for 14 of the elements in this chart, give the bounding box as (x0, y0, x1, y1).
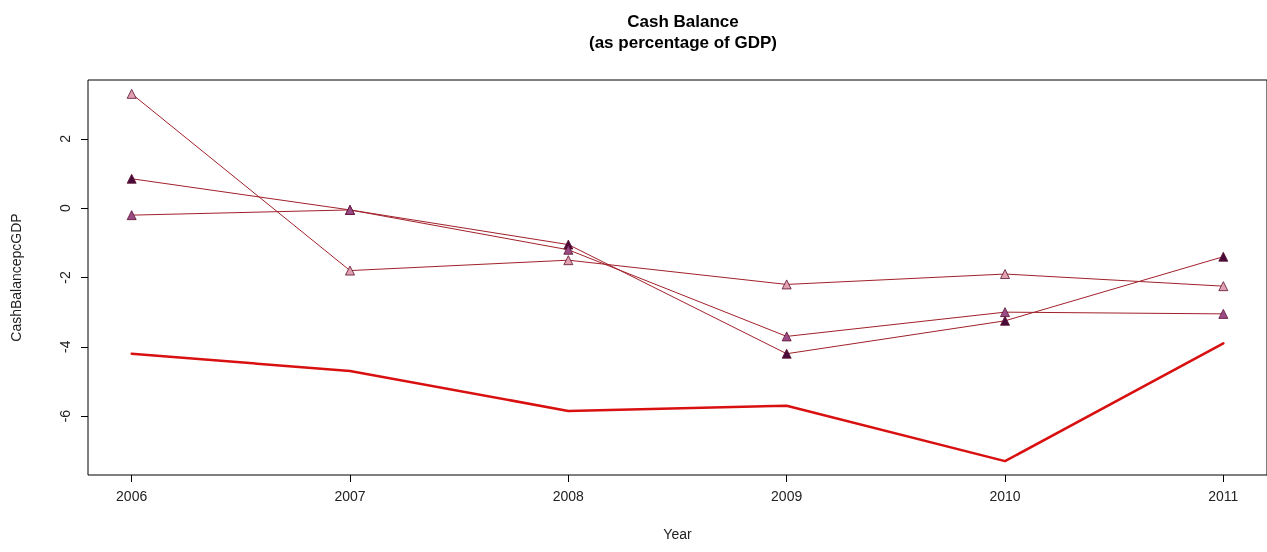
x-tick-label: 2010 (989, 488, 1021, 504)
y-tick-label: -6 (57, 409, 73, 423)
y-tick-label: -4 (57, 340, 73, 354)
chart-title: Cash Balance (as percentage of GDP) (589, 12, 777, 52)
x-tick-label: 2008 (552, 488, 585, 504)
y-axis-title: CashBalancepcGDP (8, 213, 24, 342)
y-tick-label: -2 (57, 271, 73, 284)
x-tick-label: 2009 (771, 488, 803, 504)
x-tick-label: 2007 (334, 488, 366, 504)
x-axis-title: Year (663, 526, 692, 542)
x-tick-label: 2006 (116, 488, 148, 504)
y-tick-label: 2 (57, 134, 73, 143)
x-tick-label: 2011 (1208, 488, 1239, 504)
y-tick-label: 0 (57, 204, 73, 213)
